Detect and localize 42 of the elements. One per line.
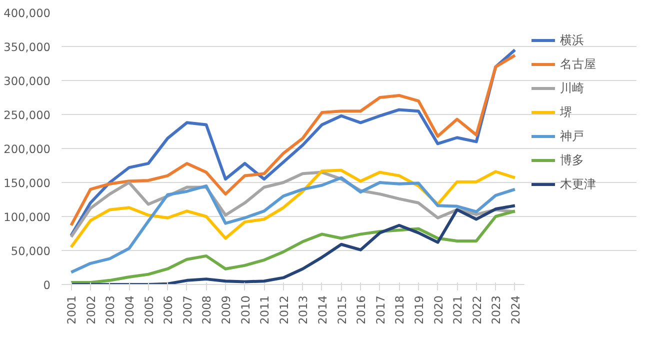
x-tick-label: 2011: [258, 295, 272, 324]
legend-label: 木更津: [560, 176, 596, 192]
legend-label: 博多: [560, 152, 584, 168]
x-tick-label: 2006: [161, 295, 176, 324]
x-tick-label: 2009: [219, 295, 234, 324]
x-tick-label: 2004: [122, 295, 137, 324]
y-tick-label: 100,000: [4, 210, 51, 224]
x-tick-label: 2017: [373, 295, 388, 324]
x-tick-label: 2018: [392, 295, 407, 324]
x-tick-label: 2014: [315, 295, 330, 324]
x-tick-label: 2012: [276, 295, 291, 324]
x-tick-label: 2022: [470, 295, 484, 324]
legend-label: 神戸: [560, 128, 584, 144]
legend-label: 川崎: [560, 80, 584, 96]
legend-label: 横浜: [560, 32, 584, 48]
x-tick-label: 2019: [412, 295, 426, 324]
y-tick-label: 350,000: [4, 40, 51, 54]
line-series: [70, 168, 516, 249]
x-tick-label: 2016: [354, 295, 368, 324]
y-tick-label: 150,000: [4, 176, 51, 190]
x-tick-label: 2023: [489, 295, 504, 324]
x-tick-label: 2015: [334, 295, 349, 324]
legend-label: 堺: [560, 104, 573, 120]
x-tick-label: 2005: [142, 295, 156, 324]
y-tick-label: 400,000: [4, 6, 51, 20]
y-tick-label: 300,000: [4, 74, 51, 88]
x-tick-label: 2024: [508, 295, 522, 324]
x-tick-label: 2003: [103, 295, 118, 324]
x-tick-label: 2021: [450, 295, 465, 324]
x-tick-label: 2020: [431, 295, 446, 324]
y-tick-label: 200,000: [4, 142, 51, 156]
x-tick-label: 2013: [296, 295, 310, 324]
x-tick-label: 2010: [238, 295, 252, 324]
x-tick-label: 2002: [84, 295, 98, 324]
y-tick-label: 250,000: [4, 108, 51, 122]
line-series: [70, 176, 516, 274]
y-tick-label: 0: [43, 278, 51, 292]
legend-label: 名古屋: [560, 56, 596, 72]
x-tick-label: 2001: [64, 295, 79, 324]
x-tick-label: 2007: [180, 295, 194, 324]
x-tick-label: 2008: [200, 295, 214, 324]
y-tick-label: 50,000: [10, 244, 51, 258]
